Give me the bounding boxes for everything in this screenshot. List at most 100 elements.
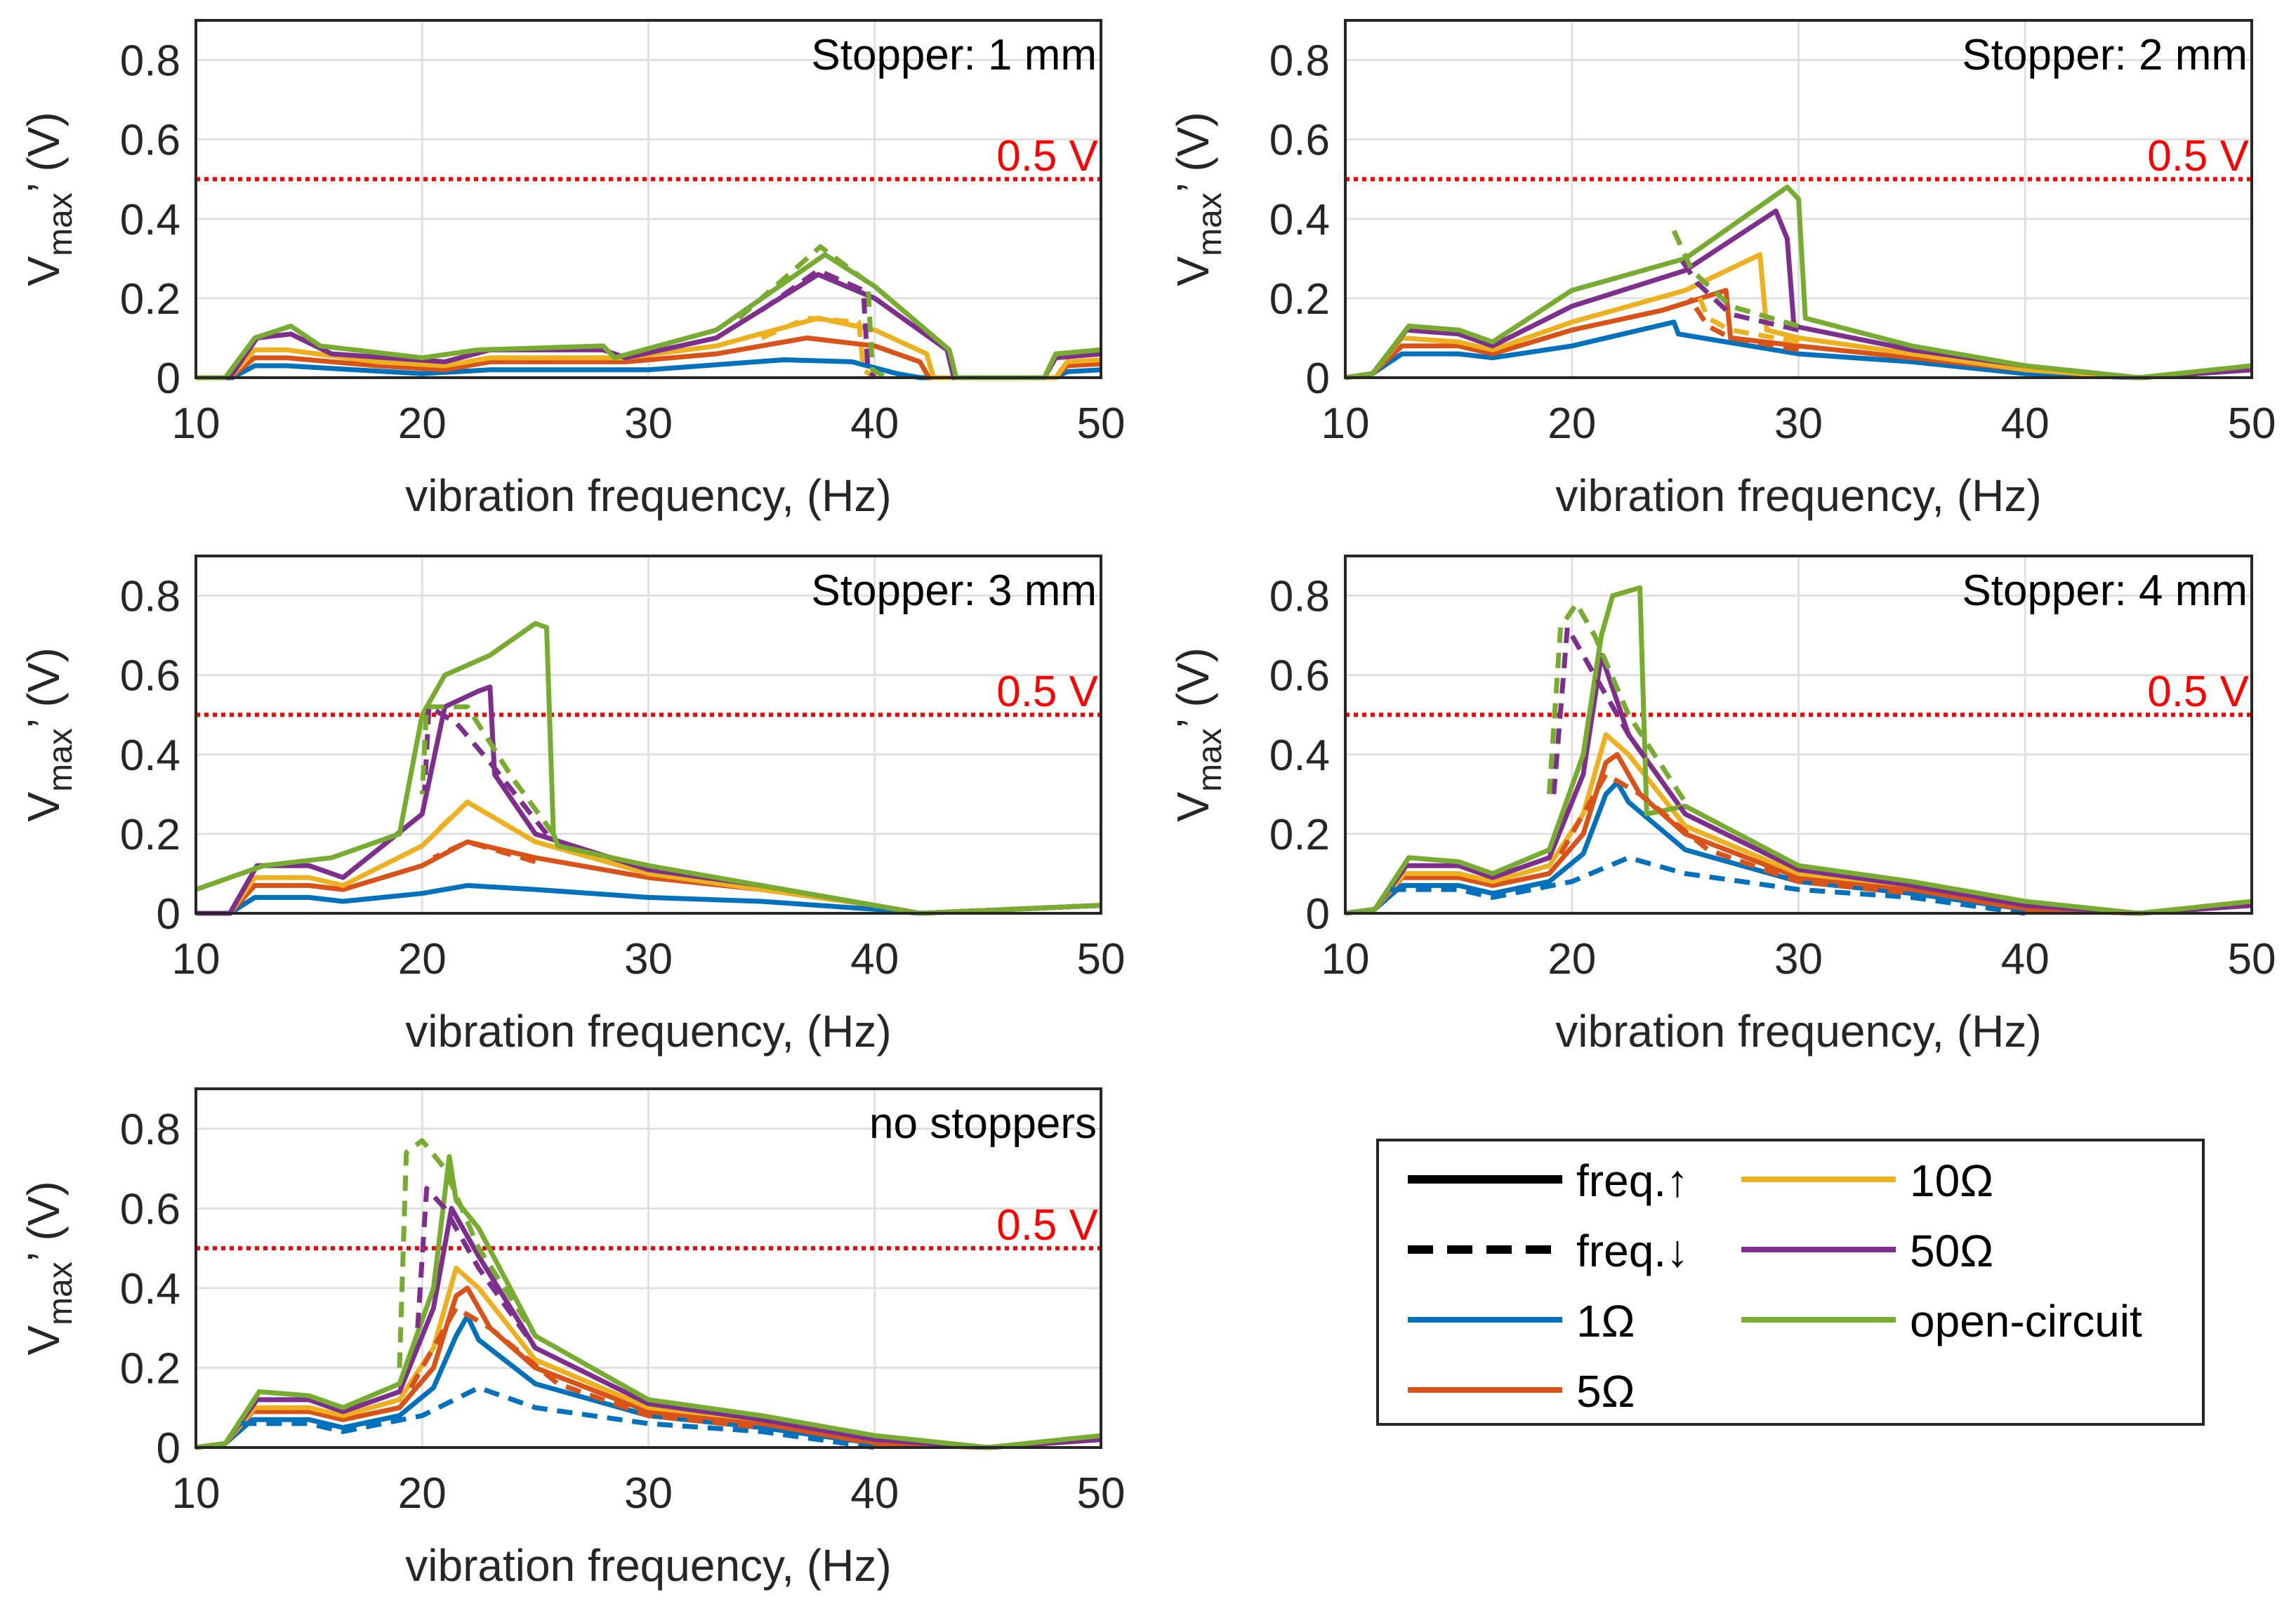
x-axis-label: vibration frequency, (Hz) — [405, 470, 891, 521]
axes-box — [1344, 555, 2253, 915]
panel-title: Stopper: 3 mm — [811, 567, 1097, 615]
x-tick-label: 20 — [398, 399, 447, 448]
y-tick-label: 0.8 — [1269, 37, 1330, 86]
y-tick-label: 0.8 — [120, 1106, 180, 1154]
y-tick-label: 0.4 — [120, 731, 180, 780]
legend-label: 1Ω — [1576, 1296, 1635, 1346]
x-tick-label: 50 — [1077, 935, 1126, 983]
y-tick-label: 0.6 — [1269, 652, 1330, 701]
series-5ohm-up — [195, 1285, 1102, 1450]
axes-box — [194, 19, 1102, 379]
series-5ohm-down — [1687, 296, 1800, 352]
x-tick-label: 30 — [1774, 399, 1823, 448]
threshold-label: 0.5 V — [996, 668, 1098, 716]
x-tick-label: 30 — [624, 1469, 673, 1518]
y-label-sub: max — [1192, 192, 1229, 256]
series-50ohm-down — [422, 704, 549, 836]
y-tick-label: 0 — [157, 1424, 180, 1473]
y-tick-label: 0.2 — [120, 1344, 180, 1393]
x-tick-label: 50 — [1077, 399, 1126, 448]
series-open-circuit-up — [1345, 185, 2252, 380]
panel-title: Stopper: 1 mm — [811, 31, 1097, 79]
y-tick-label: 0.8 — [1269, 573, 1330, 621]
series-1ohm-up — [196, 882, 1102, 916]
subplot-4: 10 20 30 40 50 0 0.2 0.4 0.6 0.8 0.5 V Stopper: 4 m… — [1168, 555, 2276, 1057]
x-tick-label: 30 — [1774, 935, 1823, 983]
axes-box — [1344, 19, 2253, 379]
axes-box — [194, 555, 1102, 915]
y-tick-label: 0 — [1306, 890, 1330, 939]
y-label-main: V — [18, 792, 69, 822]
y-tick-label: 0 — [157, 890, 180, 939]
series-open-circuit-down — [1547, 601, 1688, 804]
y-label-tail: ’ (V) — [1168, 112, 1218, 192]
series-open-circuit-up — [194, 621, 1102, 916]
y-axis-label: Vmax’ (V) — [18, 1181, 79, 1355]
x-tick-label: 50 — [1077, 1469, 1126, 1518]
y-label-sub: max — [42, 192, 79, 256]
series-1ohm-down — [1390, 855, 2026, 916]
x-tick-label: 20 — [398, 1469, 447, 1518]
series-10ohm-down — [432, 800, 537, 845]
x-tick-label: 40 — [850, 1469, 899, 1518]
series-50ohm-down — [415, 1186, 538, 1350]
series-open-circuit-down — [1671, 230, 1800, 329]
y-tick-label: 0.4 — [120, 196, 180, 244]
x-axis-label: vibration frequency, (Hz) — [405, 1540, 891, 1591]
y-tick-label: 0.6 — [1269, 117, 1330, 165]
x-tick-label: 40 — [850, 935, 899, 983]
x-axis-label: vibration frequency, (Hz) — [1555, 470, 2041, 521]
series-50ohm-down — [1551, 625, 1687, 816]
legend-label: freq.↑ — [1576, 1155, 1689, 1206]
x-tick-label: 10 — [172, 935, 220, 983]
panel-title: Stopper: 2 mm — [1962, 31, 2248, 79]
y-tick-label: 0.4 — [1269, 196, 1330, 244]
y-tick-label: 0.2 — [1269, 275, 1330, 324]
series-open-circuit-up — [195, 1154, 1102, 1450]
x-tick-label: 30 — [624, 935, 673, 983]
y-label-main: V — [1168, 256, 1218, 286]
y-label-sub: max — [42, 728, 79, 792]
legend-label: freq.↓ — [1576, 1226, 1689, 1276]
y-tick-label: 0.2 — [120, 275, 180, 324]
legend-label: 10Ω — [1910, 1155, 1993, 1206]
series-open-circuit-up — [1345, 585, 2252, 916]
x-tick-label: 20 — [1548, 399, 1596, 448]
x-tick-label: 30 — [624, 399, 673, 448]
x-tick-label: 10 — [1321, 399, 1370, 448]
series-10ohm-down — [760, 315, 876, 380]
y-tick-label: 0 — [157, 355, 180, 403]
y-tick-label: 0.6 — [120, 117, 180, 165]
y-axis-label: Vmax’ (V) — [1168, 647, 1229, 821]
panel-title: no stoppers — [869, 1099, 1097, 1148]
subplot-5: 10 20 30 40 50 0 0.2 0.4 0.6 0.8 0.5 V no stoppers v… — [18, 1087, 1126, 1591]
panels: 10 20 30 40 50 0 0.2 0.4 0.6 0.8 0.5 V Stopper: 1 m… — [18, 19, 2276, 1591]
y-label-tail: ’ (V) — [1168, 647, 1218, 728]
series-open-circuit-down — [737, 244, 888, 380]
y-tick-label: 0.2 — [1269, 811, 1330, 859]
series-1ohm-up — [1345, 319, 2252, 380]
x-tick-label: 10 — [172, 399, 220, 448]
legend-label: 50Ω — [1910, 1226, 1993, 1276]
x-tick-label: 20 — [1548, 935, 1596, 983]
panel-title: Stopper: 4 mm — [1962, 567, 2248, 615]
x-tick-label: 10 — [1321, 935, 1370, 983]
threshold-label: 0.5 V — [996, 1201, 1098, 1250]
series-open-circuit-down — [397, 1138, 538, 1368]
y-tick-label: 0.8 — [120, 37, 180, 86]
legend: freq.↑ freq.↓ 1Ω 5Ω 10Ω 50Ω open-circuit — [1376, 1139, 2205, 1426]
y-axis-label: Vmax’ (V) — [1168, 112, 1229, 286]
y-tick-label: 0.4 — [1269, 731, 1330, 780]
series-50ohm-down — [1678, 257, 1800, 333]
x-tick-label: 40 — [850, 399, 899, 448]
x-axis-label: vibration frequency, (Hz) — [405, 1006, 891, 1057]
threshold-label: 0.5 V — [2147, 132, 2249, 180]
series-open-circuit-down — [419, 704, 556, 835]
y-label-tail: ’ (V) — [18, 647, 69, 728]
series-5ohm-down — [409, 1305, 762, 1431]
threshold-label: 0.5 V — [2147, 668, 2249, 716]
y-axis-label: Vmax’ (V) — [18, 112, 79, 286]
series-1ohm-down — [241, 1385, 876, 1450]
y-tick-label: 0.6 — [120, 1185, 180, 1233]
